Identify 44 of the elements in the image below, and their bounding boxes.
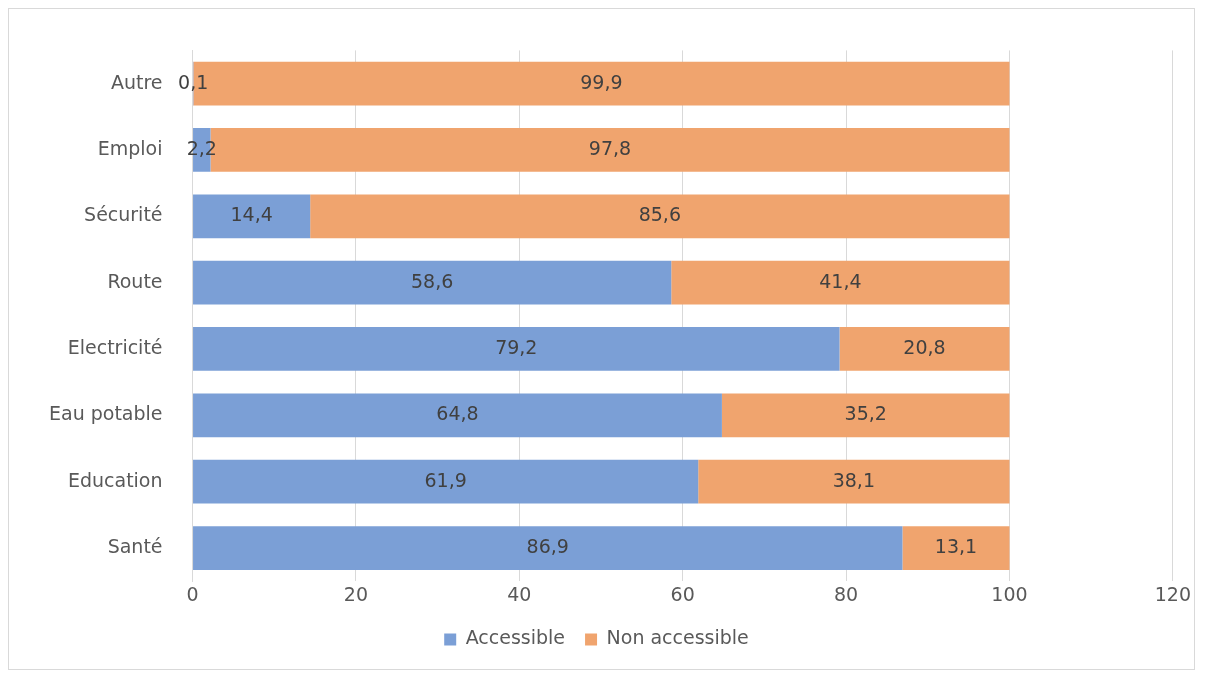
y-tick-label: Emploi — [97, 136, 163, 159]
y-tick-label: Route — [107, 269, 163, 292]
bar — [839, 327, 1010, 371]
bar — [193, 393, 722, 438]
y-tick-label: Eau potable — [48, 402, 163, 425]
legend-label: Non accessible — [606, 626, 749, 649]
bar — [902, 526, 1010, 570]
data-label: 85,6 — [638, 203, 681, 226]
x-tick-label: 40 — [507, 582, 532, 605]
data-label: 61,9 — [424, 468, 467, 491]
bar — [310, 194, 1010, 239]
data-label: 86,9 — [526, 534, 569, 557]
data-label: 64,8 — [436, 402, 479, 425]
data-label: 99,9 — [580, 70, 623, 93]
data-label: 58,6 — [410, 269, 454, 292]
data-label: 13,1 — [934, 534, 978, 557]
bar — [193, 526, 903, 570]
bar — [671, 260, 1010, 305]
x-tick-label: 60 — [670, 582, 695, 605]
bar — [193, 327, 840, 371]
x-tick-label: 100 — [991, 582, 1028, 605]
data-label: 97,8 — [588, 136, 632, 159]
x-tick-label: 0 — [186, 582, 199, 605]
bar — [193, 459, 699, 504]
y-tick-label: Sécurité — [84, 203, 163, 226]
y-tick-label: Electricité — [67, 335, 163, 358]
bar — [193, 260, 672, 305]
x-tick-label: 120 — [1154, 582, 1191, 605]
data-label: 38,1 — [832, 468, 876, 491]
data-label: 14,4 — [230, 203, 273, 226]
x-tick-label: 80 — [834, 582, 859, 605]
y-tick-label: Education — [67, 468, 163, 491]
data-label: 0,1 — [178, 70, 209, 93]
data-label: 41,4 — [819, 269, 862, 292]
bar — [193, 194, 311, 239]
data-label: 20,8 — [903, 335, 946, 358]
x-tick-label: 20 — [343, 582, 369, 605]
data-label: 35,2 — [844, 402, 887, 425]
legend-label: Accessible — [465, 626, 566, 649]
bar — [698, 459, 1010, 504]
y-tick-label: Santé — [107, 534, 163, 557]
bar — [721, 393, 1010, 438]
data-label: 79,2 — [495, 335, 538, 358]
y-tick-label: Autre — [110, 70, 163, 93]
